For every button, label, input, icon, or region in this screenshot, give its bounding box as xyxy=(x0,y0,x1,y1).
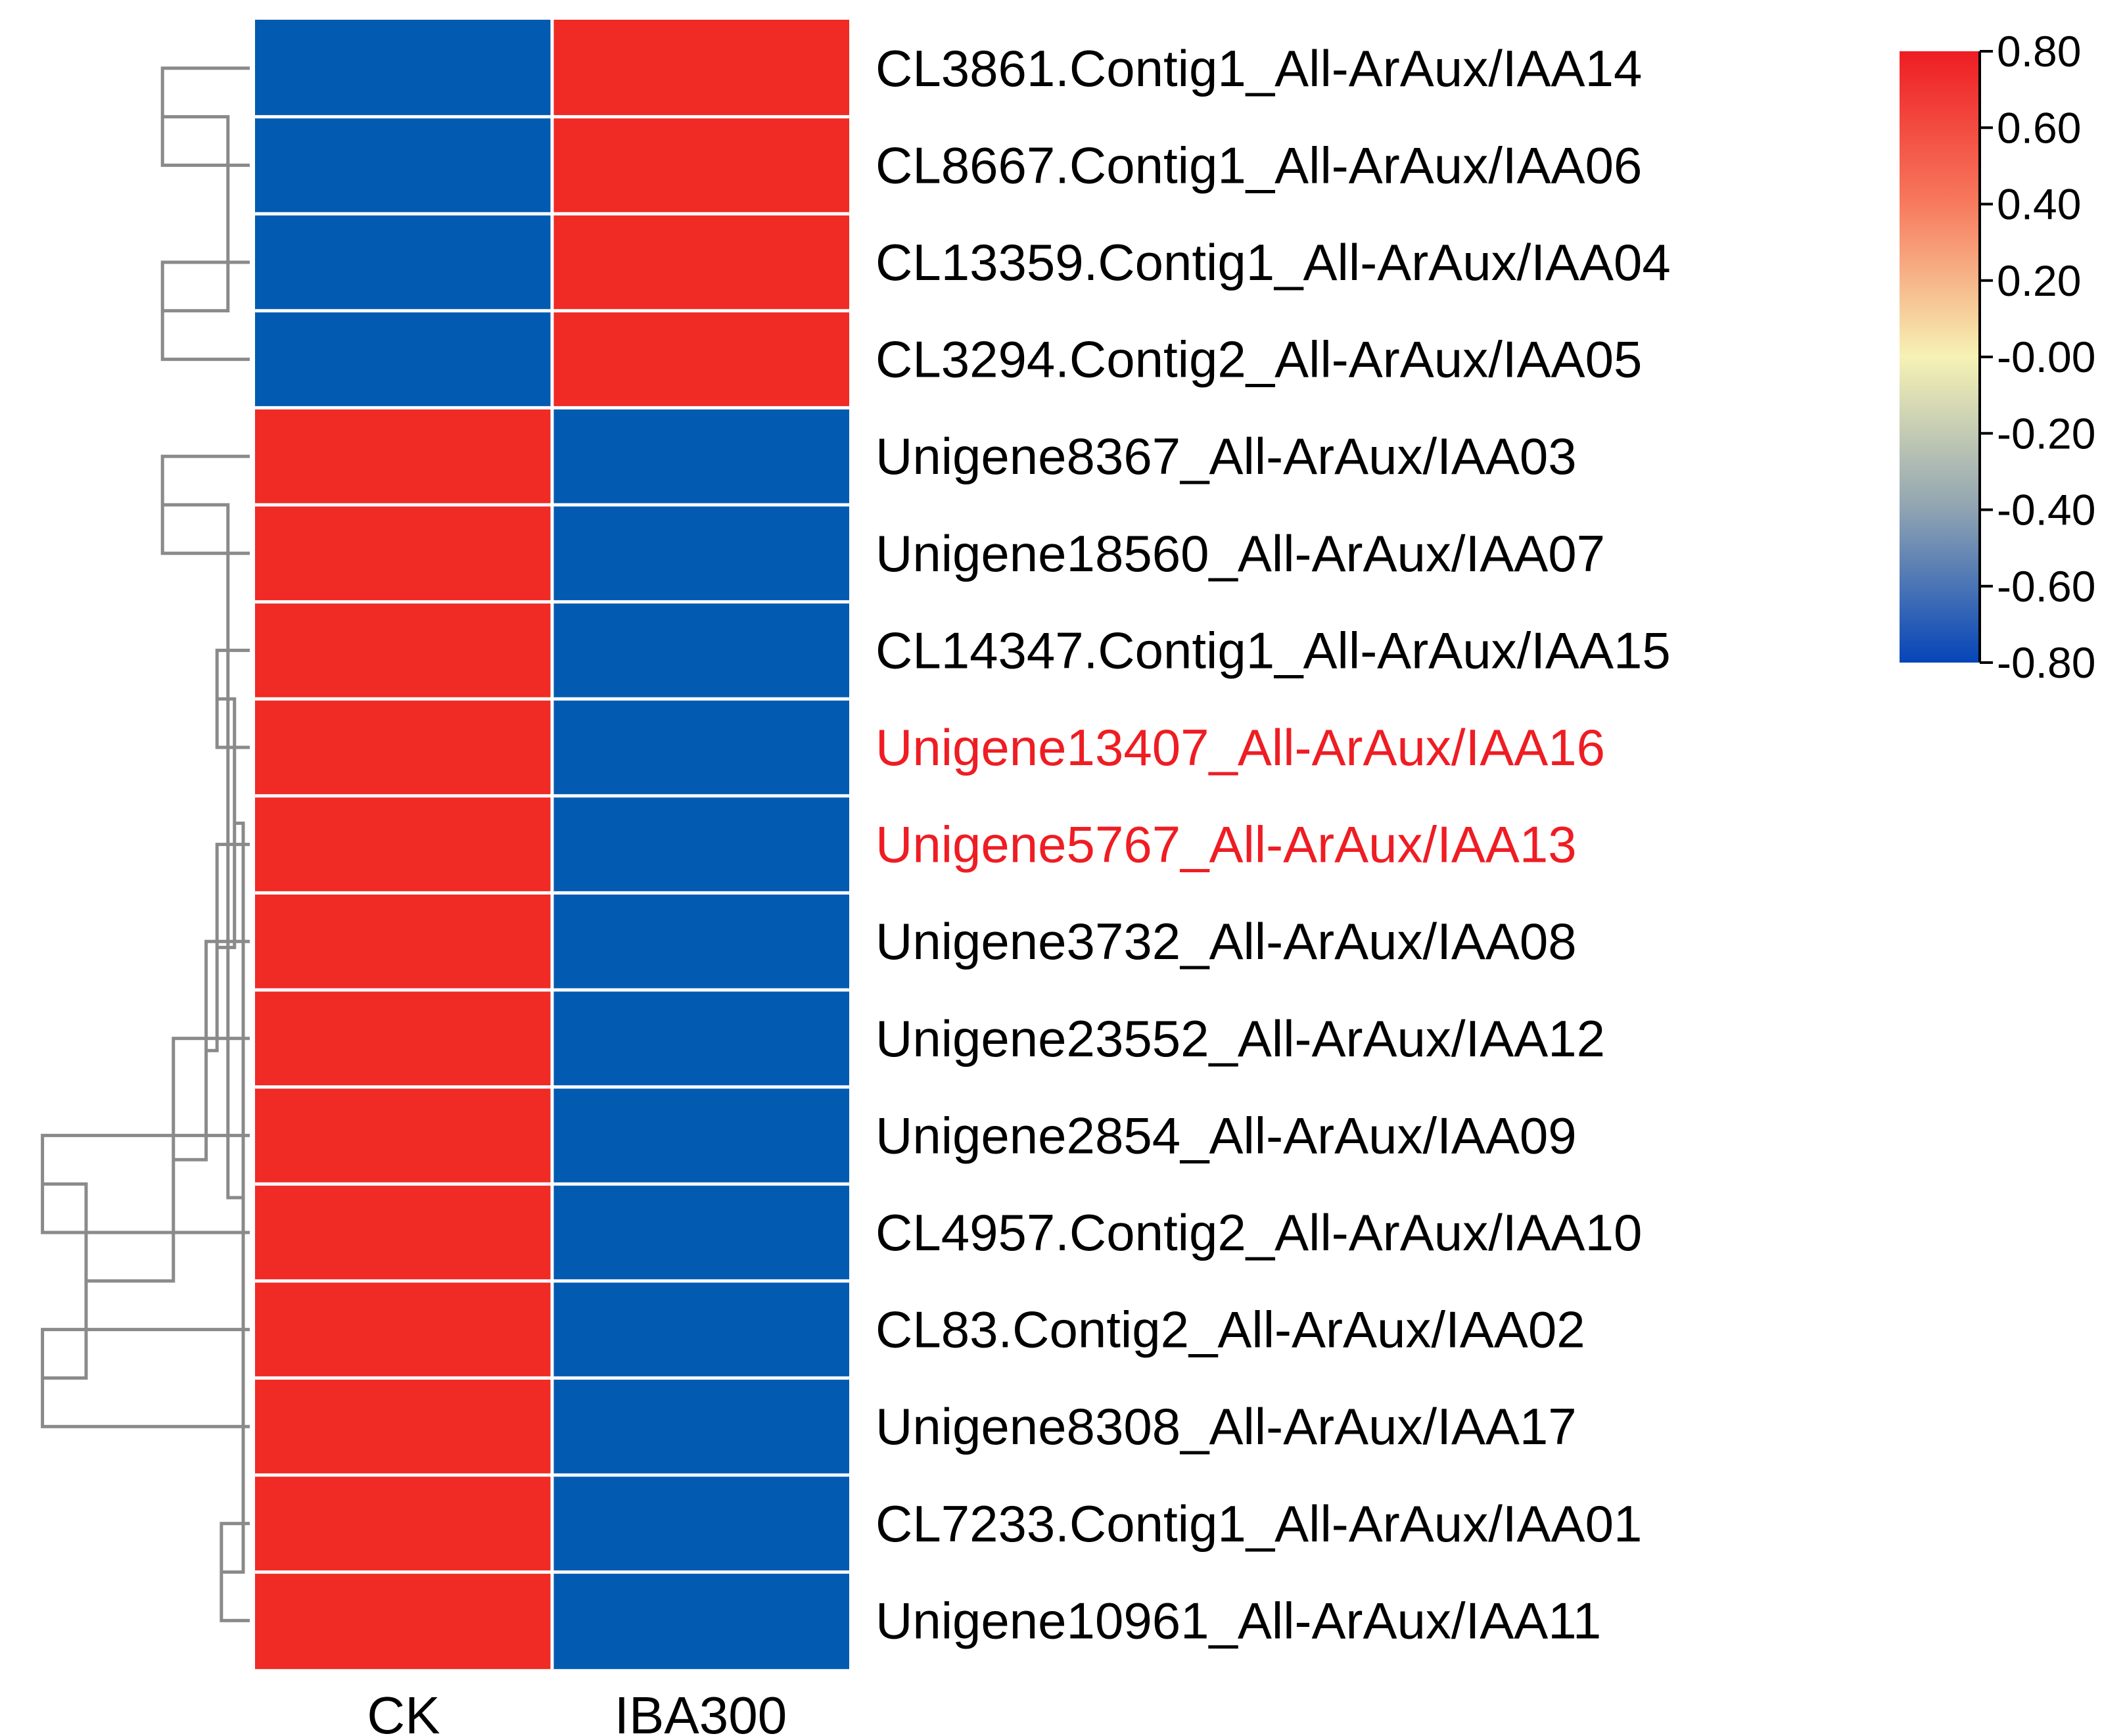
heatmap-cell xyxy=(255,1378,552,1475)
colorbar-tick-label: 0.20 xyxy=(1997,256,2081,305)
heatmap-cell xyxy=(255,20,552,117)
colorbar-tick-label: -0.00 xyxy=(1997,333,2095,381)
row-label: CL14347.Contig1_All-ArAux/IAA15 xyxy=(876,621,1671,679)
colorbar-tick-label: -0.20 xyxy=(1997,409,2095,457)
heatmap-cell xyxy=(552,1572,849,1670)
heatmap-cell xyxy=(552,1475,849,1572)
row-label: CL13359.Contig1_All-ArAux/IAA04 xyxy=(876,233,1671,291)
heatmap-cell xyxy=(255,408,552,505)
colorbar-gradient xyxy=(1900,51,1980,663)
heatmap-cell xyxy=(552,1378,849,1475)
heatmap-cell xyxy=(552,1087,849,1185)
heatmap-cell xyxy=(552,214,849,311)
row-label: CL3861.Contig1_All-ArAux/IAA14 xyxy=(876,39,1642,97)
heatmap-cell xyxy=(255,1475,552,1572)
heatmap-cell xyxy=(255,990,552,1087)
heatmap-cell xyxy=(552,699,849,796)
row-label: Unigene3732_All-ArAux/IAA08 xyxy=(876,912,1577,970)
heatmap-cell xyxy=(255,116,552,214)
heatmap-cell xyxy=(255,214,552,311)
colorbar-tick-label: 0.80 xyxy=(1997,27,2081,76)
column-labels: CK IBA300 xyxy=(367,1686,787,1736)
colorbar-tick-label: -0.60 xyxy=(1997,562,2095,611)
row-label: CL3294.Contig2_All-ArAux/IAA05 xyxy=(876,331,1642,388)
row-label: Unigene23552_All-ArAux/IAA12 xyxy=(876,1010,1605,1067)
heatmap-cell xyxy=(552,893,849,990)
heatmap-cell xyxy=(552,1280,849,1378)
heatmap-cell xyxy=(552,990,849,1087)
row-label: Unigene5767_All-ArAux/IAA13 xyxy=(876,816,1577,874)
heatmap-cell xyxy=(552,20,849,117)
heatmap-cell xyxy=(255,1087,552,1185)
heatmap-cell xyxy=(552,116,849,214)
row-label: CL83.Contig2_All-ArAux/IAA02 xyxy=(876,1301,1585,1359)
row-label: Unigene13407_All-ArAux/IAA16 xyxy=(876,718,1605,776)
heatmap-cell xyxy=(255,795,552,893)
row-label: CL8667.Contig1_All-ArAux/IAA06 xyxy=(876,136,1642,194)
heatmap-cell xyxy=(552,310,849,408)
column-label: CK xyxy=(367,1686,440,1736)
colorbar-tick-label: 0.40 xyxy=(1997,180,2081,229)
heatmap-cell xyxy=(255,310,552,408)
heatmap-cell xyxy=(552,1184,849,1281)
dendrogram-branch xyxy=(162,503,244,1200)
heatmap-cell xyxy=(255,505,552,602)
row-label: Unigene8308_All-ArAux/IAA17 xyxy=(876,1397,1577,1455)
row-label: CL4957.Contig2_All-ArAux/IAA10 xyxy=(876,1204,1642,1261)
heatmap-cell xyxy=(255,699,552,796)
heatmap-cell xyxy=(255,893,552,990)
colorbar-tick-label: -0.80 xyxy=(1997,638,2095,687)
row-label: Unigene2854_All-ArAux/IAA09 xyxy=(876,1106,1577,1164)
row-labels: CL3861.Contig1_All-ArAux/IAA14 CL8667.Con… xyxy=(876,39,1671,1650)
heatmap-cell xyxy=(255,1572,552,1670)
colorbar-tick-label: 0.60 xyxy=(1997,103,2081,152)
row-label: Unigene10961_All-ArAux/IAA11 xyxy=(876,1591,1601,1649)
column-label: IBA300 xyxy=(615,1686,787,1736)
heatmap-cell xyxy=(552,505,849,602)
heatmap-cells xyxy=(255,20,849,1670)
colorbar-tick-label: -0.40 xyxy=(1997,486,2095,534)
row-label: CL7233.Contig1_All-ArAux/IAA01 xyxy=(876,1495,1642,1553)
color-scale-legend: 0.80 0.60 0.40 0.20 -0.00 -0.20 -0.40 -0.60 -0.8… xyxy=(1900,27,2095,687)
row-label: Unigene8367_All-ArAux/IAA03 xyxy=(876,427,1577,485)
heatmap-cell xyxy=(552,795,849,893)
heatmap-cell xyxy=(255,601,552,699)
heatmap-cell xyxy=(255,1184,552,1281)
heatmap-cell xyxy=(552,408,849,505)
row-dendrogram xyxy=(41,66,250,1622)
dendrogram-branch xyxy=(162,115,230,313)
heatmap-cell xyxy=(255,1280,552,1378)
row-label: Unigene18560_All-ArAux/IAA07 xyxy=(876,525,1605,582)
heatmap-cell xyxy=(552,601,849,699)
